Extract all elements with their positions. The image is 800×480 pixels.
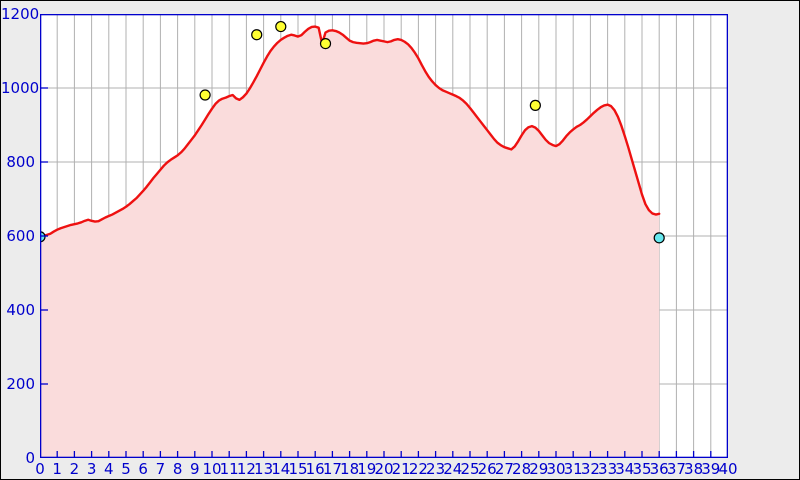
data-point-marker-max-peak[interactable]	[275, 20, 287, 33]
x-tick-label-32: 32	[580, 460, 600, 478]
x-tick-label-37: 37	[666, 460, 686, 478]
x-tick-label-15: 15	[288, 460, 308, 478]
x-tick-label-27: 27	[494, 460, 514, 478]
x-tick-label-13: 13	[254, 460, 274, 478]
x-tick-label-8: 8	[172, 460, 183, 478]
x-tick-label-2: 2	[69, 460, 80, 478]
x-tick-label-25: 25	[460, 460, 480, 478]
x-tick-label-21: 21	[391, 460, 411, 478]
axis-ticks	[40, 14, 728, 458]
x-tick-label-30: 30	[546, 460, 566, 478]
area-fill	[40, 26, 660, 458]
x-tick-label-19: 19	[357, 460, 377, 478]
x-tick-label-29: 29	[529, 460, 549, 478]
x-tick-label-24: 24	[443, 460, 463, 478]
y-tick-label-200: 200	[6, 375, 35, 393]
x-tick-label-23: 23	[426, 460, 446, 478]
x-tick-label-3: 3	[86, 460, 97, 478]
x-tick-label-36: 36	[649, 460, 669, 478]
y-tick-label-600: 600	[6, 227, 35, 245]
x-tick-label-5: 5	[121, 460, 131, 478]
x-tick-label-35: 35	[632, 460, 652, 478]
x-tick-label-6: 6	[138, 460, 148, 478]
data-point-marker-local-peak[interactable]	[199, 89, 211, 101]
y-tick-label-0: 0	[25, 449, 35, 467]
x-tick-label-14: 14	[271, 460, 291, 478]
plot-area	[40, 14, 728, 458]
x-tick-label-40: 40	[718, 460, 738, 478]
x-tick-label-16: 16	[305, 460, 325, 478]
data-point-marker-local-peak[interactable]	[529, 99, 541, 111]
y-tick-label-400: 400	[6, 301, 35, 319]
x-tick-label-38: 38	[684, 460, 704, 478]
x-tick-label-28: 28	[512, 460, 532, 478]
x-tick-label-17: 17	[322, 460, 342, 478]
y-tick-label-1000: 1000	[1, 79, 40, 97]
x-tick-label-4: 4	[104, 460, 114, 478]
x-tick-label-20: 20	[374, 460, 394, 478]
data-line	[40, 25, 661, 238]
x-tick-label-26: 26	[477, 460, 497, 478]
x-tick-label-22: 22	[408, 460, 428, 478]
x-tick-label-10: 10	[202, 460, 222, 478]
x-tick-label-33: 33	[598, 460, 618, 478]
x-tick-label-0: 0	[35, 460, 45, 478]
x-tick-label-9: 9	[190, 460, 200, 478]
data-point-markers[interactable]	[40, 20, 665, 244]
y-tick-label-1200: 1200	[1, 5, 40, 23]
x-tick-label-12: 12	[236, 460, 256, 478]
data-point-marker-local-peak[interactable]	[319, 38, 332, 50]
x-tick-label-7: 7	[155, 460, 166, 478]
x-tick-label-39: 39	[701, 460, 721, 478]
data-point-marker-end[interactable]	[653, 232, 665, 244]
x-tick-label-18: 18	[340, 460, 360, 478]
y-tick-label-800: 800	[6, 153, 35, 171]
chart-svg	[40, 14, 728, 458]
x-tick-label-1: 1	[52, 460, 62, 478]
x-tick-label-34: 34	[615, 460, 635, 478]
data-point-marker-local-peak[interactable]	[251, 29, 263, 41]
x-tick-label-31: 31	[563, 460, 583, 478]
x-tick-label-11: 11	[219, 460, 239, 478]
